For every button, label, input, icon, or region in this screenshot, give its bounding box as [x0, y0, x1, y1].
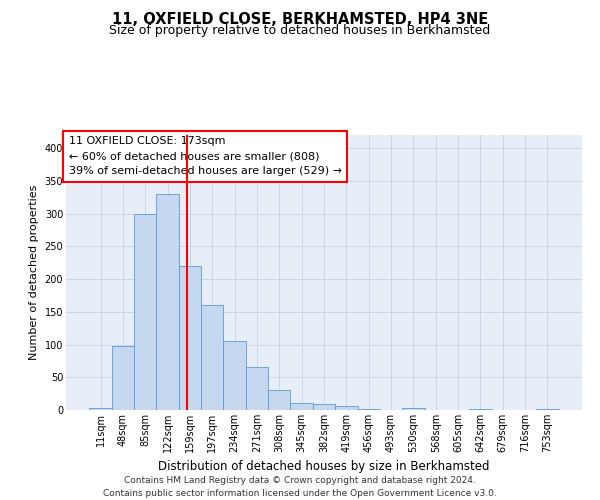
Bar — [402, 408, 425, 410]
X-axis label: Distribution of detached houses by size in Berkhamsted: Distribution of detached houses by size … — [158, 460, 490, 473]
Bar — [313, 404, 335, 410]
Bar — [179, 266, 201, 410]
Bar — [201, 305, 223, 410]
Bar — [469, 408, 491, 410]
Bar — [246, 368, 268, 410]
Y-axis label: Number of detached properties: Number of detached properties — [29, 185, 39, 360]
Bar — [536, 408, 559, 410]
Text: Contains HM Land Registry data © Crown copyright and database right 2024.
Contai: Contains HM Land Registry data © Crown c… — [103, 476, 497, 498]
Bar — [358, 408, 380, 410]
Bar — [335, 406, 358, 410]
Text: 11 OXFIELD CLOSE: 173sqm
← 60% of detached houses are smaller (808)
39% of semi-: 11 OXFIELD CLOSE: 173sqm ← 60% of detach… — [68, 136, 341, 176]
Text: Size of property relative to detached houses in Berkhamsted: Size of property relative to detached ho… — [109, 24, 491, 37]
Bar — [112, 346, 134, 410]
Text: 11, OXFIELD CLOSE, BERKHAMSTED, HP4 3NE: 11, OXFIELD CLOSE, BERKHAMSTED, HP4 3NE — [112, 12, 488, 28]
Bar — [134, 214, 157, 410]
Bar — [223, 341, 246, 410]
Bar — [290, 404, 313, 410]
Bar — [157, 194, 179, 410]
Bar — [268, 390, 290, 410]
Bar — [89, 408, 112, 410]
